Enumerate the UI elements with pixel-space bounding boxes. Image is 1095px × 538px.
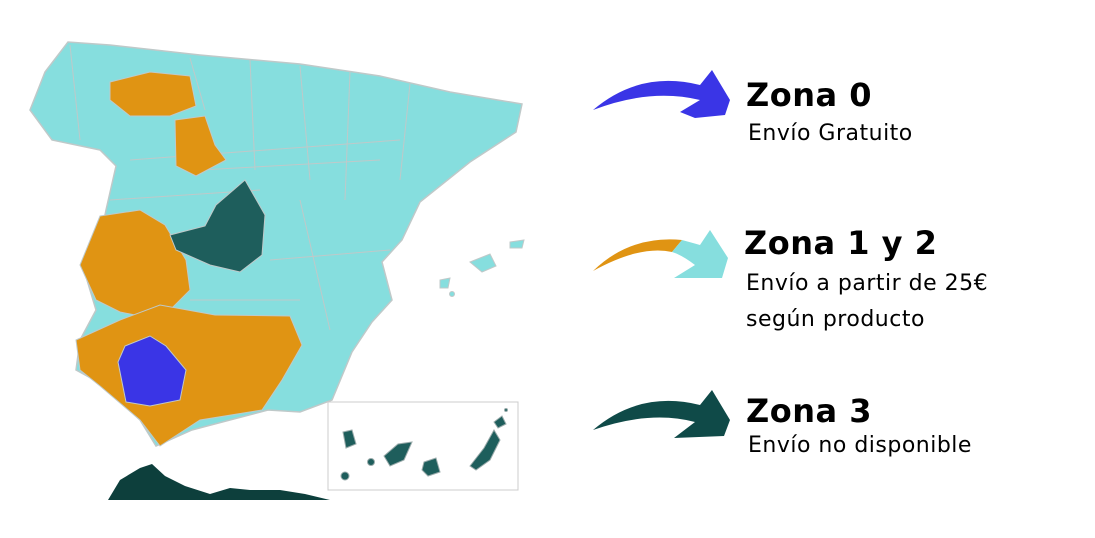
region-sevilla-zona-0 <box>117 335 187 407</box>
zona-0-description: Envío Gratuito <box>748 121 913 146</box>
arrow-icon-zona-0 <box>593 70 730 118</box>
canary-islands <box>340 408 508 481</box>
zona-1-2-title: Zona 1 y 2 <box>744 224 938 262</box>
balearic-islands <box>439 239 525 297</box>
zona-0-title: Zona 0 <box>746 76 872 114</box>
region-palencia <box>174 115 227 177</box>
zona-1-2-description-line-1: Envío a partir de 25€ <box>746 271 989 296</box>
zona-3-description: Envío no disponible <box>748 433 972 458</box>
zona-3-title: Zona 3 <box>746 392 872 430</box>
province-borders <box>69 44 411 331</box>
zona-1-2-description-line-2: según producto <box>746 307 925 332</box>
region-leon <box>109 71 197 117</box>
region-extremadura <box>79 209 191 321</box>
region-madrid-zona-3 <box>169 179 266 273</box>
arrow-icon-zona-1-2 <box>593 230 728 278</box>
north-africa-silhouette <box>108 464 330 500</box>
arrow-icon-zona-3 <box>593 390 730 438</box>
region-andalucia <box>75 304 303 447</box>
